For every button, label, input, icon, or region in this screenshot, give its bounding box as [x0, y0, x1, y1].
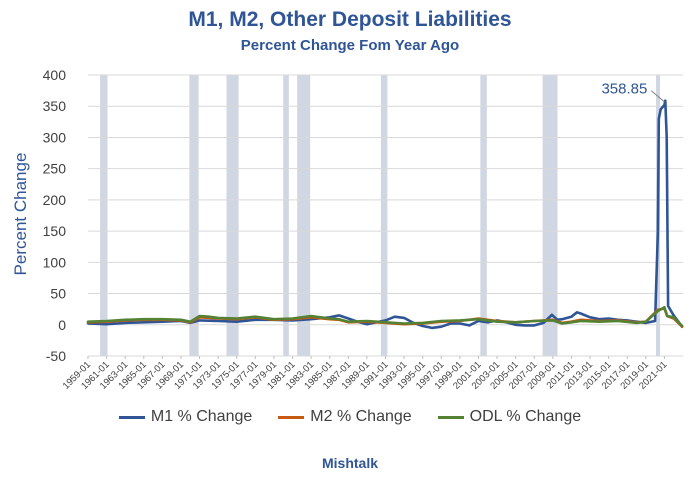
- y-axis: 400 350 300 250 200 150 100 50 0 -50: [43, 67, 67, 364]
- source-label: Mishtalk: [321, 455, 378, 471]
- y-tick-label: 250: [43, 161, 67, 177]
- chart-title: M1, M2, Other Deposit Liabilities: [188, 8, 512, 31]
- chart-subtitle: Percent Change Fom Year Ago: [240, 37, 460, 54]
- recession-band-2: [226, 75, 239, 356]
- legend-item-odl: ODL % Change: [437, 408, 582, 426]
- y-axis-label: Percent Change: [11, 153, 30, 276]
- series-line-m1: [86, 99, 684, 330]
- y-tick-label: 100: [43, 254, 67, 270]
- legend-swatch-m1: [118, 415, 145, 419]
- legend-label-m1: M1 % Change: [150, 408, 253, 425]
- series-line-odl: [86, 306, 684, 328]
- x-axis: 1959-011961-011963-011965-011967-011969-…: [61, 356, 670, 392]
- y-tick-label: 50: [50, 286, 66, 302]
- peak-annotation: 358.85: [601, 81, 665, 103]
- y-tick-label: 350: [43, 98, 67, 114]
- recession-band-0: [100, 75, 108, 356]
- recession-band-7: [542, 75, 558, 356]
- legend-label-m2: M2 % Change: [310, 408, 412, 425]
- legend-swatch-odl: [437, 415, 464, 419]
- recession-band-4: [297, 75, 311, 356]
- y-tick-label: 200: [43, 192, 67, 208]
- y-tick-label: 300: [43, 129, 67, 145]
- y-tick-label: -50: [46, 348, 66, 364]
- annotation-label: 358.85: [601, 81, 647, 98]
- y-tick-label: 0: [58, 317, 66, 333]
- recession-band-5: [380, 75, 388, 356]
- annotation-leader: [651, 90, 665, 103]
- series-lines: [86, 99, 684, 330]
- recession-band-3: [283, 75, 289, 356]
- legend-item-m2: M2 % Change: [278, 408, 412, 426]
- y-tick-label: 400: [43, 67, 67, 83]
- legend-item-m1: M1 % Change: [118, 408, 253, 426]
- recession-band-6: [480, 75, 487, 356]
- legend-label-odl: ODL % Change: [469, 408, 582, 425]
- recession-band-1: [189, 75, 199, 356]
- legend: M1 % Change M2 % Change ODL % Change: [0, 408, 700, 426]
- y-tick-label: 150: [43, 223, 67, 239]
- legend-swatch-m2: [278, 415, 305, 419]
- gridlines: [88, 74, 683, 357]
